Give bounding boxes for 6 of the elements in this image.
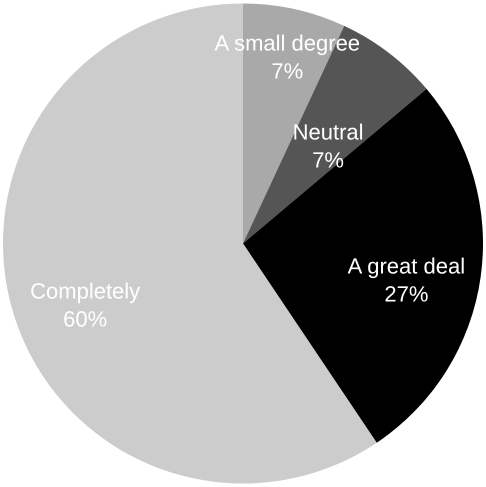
data-label: 7% xyxy=(271,58,304,84)
pie-slice xyxy=(243,88,483,443)
slice-label: A great deal xyxy=(348,254,466,279)
data-label: 27% xyxy=(384,282,428,307)
slice-label: Neutral xyxy=(292,119,364,144)
data-label: 7% xyxy=(312,147,344,172)
